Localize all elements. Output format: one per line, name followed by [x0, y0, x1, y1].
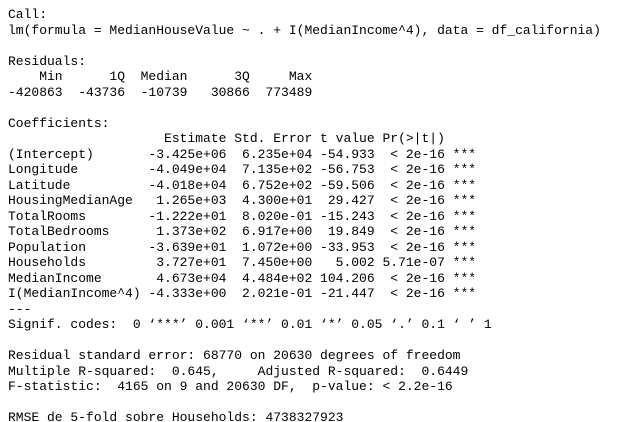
output-line: -420863 -43736 -10739 30866 773489 — [8, 84, 313, 100]
output-line: Population -3.639e+01 1.072e+00 -33.953 … — [8, 239, 477, 255]
output-line: Multiple R-squared: 0.645, Adjusted R-sq… — [8, 363, 469, 379]
output-line: TotalBedrooms 1.373e+02 6.917e+00 19.849… — [8, 224, 477, 239]
output-line: TotalRooms -1.222e+01 8.020e-01 -15.243 … — [8, 208, 477, 224]
output-section: Residual standard error: 68770 on 20630 … — [8, 348, 623, 395]
output-section: Residuals: Min 1Q Median 3Q Max -420863 -… — [8, 54, 623, 101]
output-line: F-statistic: 4165 on 9 and 20630 DF, p-v… — [8, 379, 453, 394]
output-section: Call: lm(formula = MedianHouseValue ~ . +… — [8, 7, 623, 38]
output-line: I(MedianIncome^4) -4.333e+00 2.021e-01 -… — [8, 286, 477, 301]
output-line: Residuals: — [8, 53, 87, 69]
output-line: Estimate Std. Error t value Pr(>|t|) — [8, 131, 445, 146]
output-line: Signif. codes: 0 ‘***’ 0.001 ‘**’ 0.01 ‘… — [8, 317, 492, 332]
output-line: Longitude -4.049e+04 7.135e+02 -56.753 <… — [8, 162, 477, 177]
output-line: RMSE de 5-fold sobre Households: 4738327… — [8, 410, 344, 422]
output-section: RMSE de 5-fold sobre Households: 4738327… — [8, 410, 623, 422]
output-line: (Intercept) -3.425e+06 6.235e+04 -54.933… — [8, 146, 477, 162]
output-line: Latitude -4.018e+04 6.752e+02 -59.506 < … — [8, 177, 477, 193]
output-line: --- — [8, 301, 32, 317]
output-line: Coefficients: — [8, 115, 110, 131]
output-line: HousingMedianAge 1.265e+03 4.300e+01 29.… — [8, 193, 477, 208]
output-line: MedianIncome 4.673e+04 4.484e+02 104.206… — [8, 270, 477, 286]
output-line: Min 1Q Median 3Q Max — [8, 69, 313, 84]
output-line: Households 3.727e+01 7.450e+00 5.002 5.7… — [8, 255, 477, 270]
output-section: Coefficients: Estimate Std. Error t valu… — [8, 116, 623, 333]
output-line: Residual standard error: 68770 on 20630 … — [8, 348, 461, 363]
output-line: Call: — [8, 7, 48, 22]
output-line: lm(formula = MedianHouseValue ~ . + I(Me… — [8, 22, 601, 38]
